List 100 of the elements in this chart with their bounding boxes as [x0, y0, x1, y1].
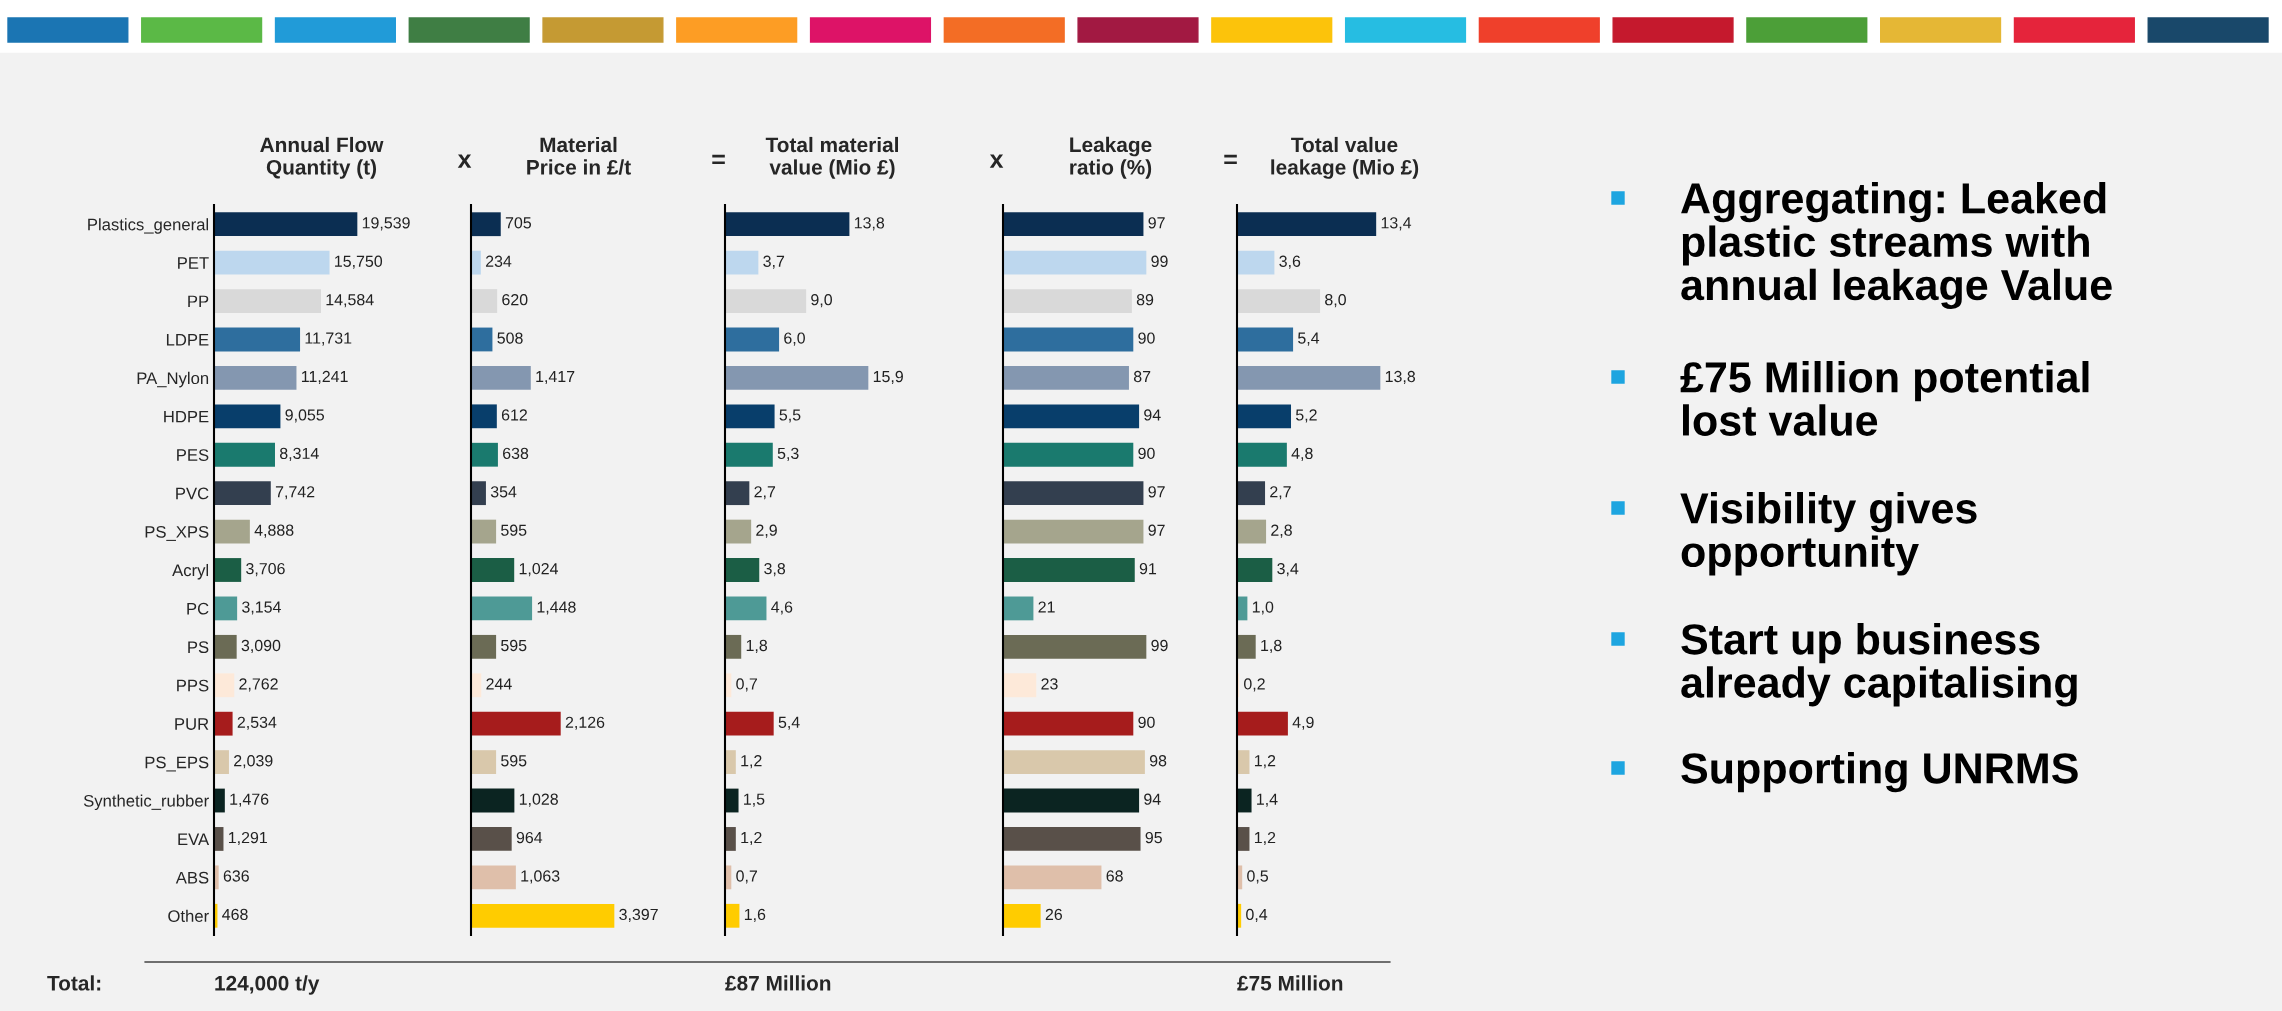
data-label: 508 — [497, 332, 523, 344]
data-label: 4,6 — [771, 601, 793, 615]
data-label: 3,090 — [241, 639, 281, 654]
data-label: 0,7 — [736, 870, 758, 884]
data-label: 98 — [1149, 755, 1167, 767]
chart-title: Leakage ratio (%) — [1070, 136, 1152, 179]
text: x — [989, 154, 1004, 168]
data-label: 97 — [1148, 486, 1165, 498]
y-tick-label: Synthetic_rubber — [83, 794, 209, 811]
data-label: 1,417 — [536, 371, 575, 385]
data-label: 94 — [1144, 409, 1161, 421]
data-label: 244 — [486, 678, 512, 690]
data-label: 8,0 — [1325, 294, 1346, 308]
data-label: 2,534 — [237, 716, 277, 730]
y-tick-label: PET — [178, 257, 209, 269]
data-label: 3,397 — [619, 908, 658, 922]
y-tick-label: Plastics_general — [88, 218, 209, 234]
data-label: 3,8 — [764, 562, 786, 577]
data-label: 705 — [505, 217, 532, 229]
text: Total: — [47, 975, 101, 991]
data-label: 3,6 — [1279, 255, 1301, 269]
data-label: 0,2 — [1244, 678, 1265, 692]
data-label: 1,5 — [744, 793, 765, 807]
data-label: 13,4 — [1381, 217, 1412, 231]
data-label: 13,8 — [854, 217, 885, 231]
text: = — [1224, 154, 1237, 165]
data-label: 5,2 — [1295, 409, 1317, 423]
y-tick-label: PP — [188, 295, 209, 308]
data-label: 19,539 — [362, 217, 410, 231]
data-label: 99 — [1151, 255, 1168, 267]
data-label: 3,7 — [763, 255, 785, 269]
data-label: 15,9 — [873, 370, 903, 385]
data-label: 4,888 — [254, 524, 294, 538]
data-label: 5,3 — [777, 447, 799, 461]
data-label: 595 — [501, 755, 527, 767]
data-label: 8,314 — [279, 447, 319, 461]
text: £75 Million potential lost value — [1680, 361, 2089, 436]
data-label: 595 — [501, 524, 527, 536]
data-label: 2,126 — [565, 716, 605, 730]
data-label: 14,584 — [326, 294, 374, 308]
data-label: 3,4 — [1277, 562, 1299, 577]
data-label: 91 — [1139, 562, 1157, 575]
y-tick-label: PC — [187, 602, 209, 615]
data-label: 87 — [1133, 370, 1151, 383]
data-label: 1,0 — [1252, 601, 1274, 615]
data-label: 2,9 — [756, 524, 777, 538]
chart-title: Total material value (Mio £) — [765, 136, 898, 179]
data-label: 2,762 — [239, 678, 278, 692]
text: x — [457, 154, 472, 168]
chart-title: Material Price in £/t — [527, 136, 631, 175]
data-label: 11,241 — [301, 370, 348, 385]
data-label: 9,055 — [285, 409, 325, 423]
data-label: 4,9 — [1292, 716, 1314, 730]
data-label: 0,7 — [736, 678, 758, 692]
data-label: 1,063 — [521, 870, 560, 884]
data-label: 99 — [1151, 639, 1168, 652]
text: £87 Million — [725, 975, 831, 991]
data-label: 612 — [501, 409, 527, 421]
data-label: 2,039 — [234, 755, 273, 769]
data-label: 638 — [503, 447, 529, 460]
y-tick-label: PS — [188, 641, 209, 654]
data-label: 1,476 — [230, 793, 269, 807]
data-label: 97 — [1148, 524, 1165, 536]
data-label: 636 — [223, 870, 249, 882]
y-tick-label: PUR — [175, 718, 209, 730]
data-label: 97 — [1148, 217, 1165, 229]
data-label: 94 — [1144, 793, 1161, 805]
y-tick-label: PPS — [177, 679, 209, 692]
data-label: 11,731 — [305, 332, 352, 346]
y-tick-label: PS_EPS — [145, 756, 209, 772]
data-label: 1,2 — [741, 755, 762, 769]
data-label: 5,5 — [779, 409, 801, 423]
data-label: 1,448 — [537, 601, 576, 615]
data-label: 90 — [1138, 447, 1155, 460]
y-tick-label: HDPE — [164, 410, 209, 423]
y-tick-label: Other — [168, 909, 209, 922]
text: 124,000 t/y — [215, 975, 320, 995]
data-label: 1,8 — [1261, 639, 1282, 654]
y-tick-label: PVC — [176, 487, 209, 500]
data-label: 1,2 — [1254, 831, 1276, 846]
data-label: 21 — [1038, 601, 1055, 613]
data-label: 468 — [222, 908, 248, 921]
data-label: 4,8 — [1291, 447, 1313, 461]
data-label: 1,2 — [1254, 755, 1276, 769]
data-label: 1,4 — [1257, 793, 1278, 807]
text: Visibility gives opportunity — [1680, 492, 1977, 576]
data-label: 0,5 — [1247, 870, 1269, 884]
data-label: 23 — [1041, 678, 1058, 690]
data-label: 1,291 — [228, 831, 267, 846]
data-label: 2,7 — [754, 486, 776, 500]
data-label: 7,742 — [275, 486, 315, 500]
data-label: 620 — [502, 294, 528, 306]
data-label: 9,0 — [811, 294, 833, 308]
data-label: 234 — [485, 255, 512, 267]
data-label: 15,750 — [335, 255, 383, 269]
data-label: 1,2 — [741, 831, 762, 846]
data-label: 1,6 — [744, 908, 766, 922]
text: Supporting UNRMS — [1681, 752, 2078, 793]
data-label: 6,0 — [784, 332, 805, 346]
data-label: 354 — [490, 486, 517, 498]
